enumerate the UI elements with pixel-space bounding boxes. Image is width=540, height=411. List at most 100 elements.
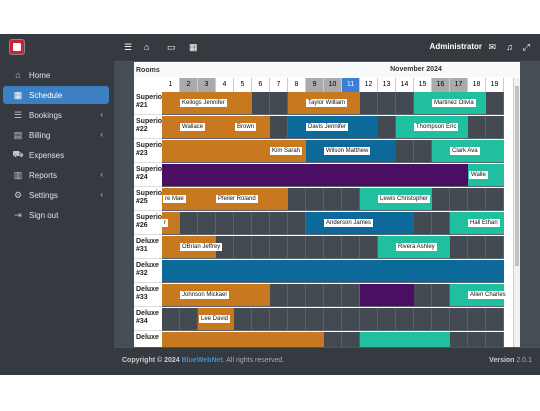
schedule-cell[interactable] bbox=[342, 236, 360, 259]
schedule-cell[interactable] bbox=[450, 308, 468, 331]
schedule-cell[interactable] bbox=[432, 308, 450, 331]
brand-link[interactable]: BlueWebNet bbox=[181, 357, 223, 364]
booking-guest-name[interactable]: Brown bbox=[235, 123, 257, 131]
schedule-cell[interactable] bbox=[432, 212, 450, 235]
schedule-cell[interactable] bbox=[360, 308, 378, 331]
schedule-cell[interactable] bbox=[486, 308, 504, 331]
booking-guest-name[interactable]: Davis Jennifer bbox=[306, 123, 349, 131]
booking-bar[interactable]: Anderson James bbox=[306, 212, 414, 234]
schedule-cell[interactable] bbox=[468, 332, 486, 347]
sidebar-item-schedule[interactable]: ▦ Schedule bbox=[3, 86, 109, 104]
schedule-cell[interactable] bbox=[288, 212, 306, 235]
schedule-cell[interactable] bbox=[324, 308, 342, 331]
booking-bar[interactable]: Martinez Olivia bbox=[414, 92, 486, 114]
bell-icon[interactable]: ♫ bbox=[506, 42, 513, 52]
booking-guest-name[interactable]: Taylor William bbox=[306, 99, 348, 107]
schedule-cell[interactable] bbox=[288, 284, 306, 307]
schedule-cell[interactable] bbox=[396, 308, 414, 331]
sidebar-item-billing[interactable]: ▤ Billing ‹ bbox=[3, 126, 109, 144]
booking-guest-name[interactable]: Kim Sarah bbox=[270, 147, 303, 155]
schedule-cell[interactable] bbox=[270, 116, 288, 139]
booking-bar[interactable]: Hall Ethan bbox=[450, 212, 504, 234]
schedule-cell[interactable] bbox=[180, 308, 198, 331]
schedule-cell[interactable] bbox=[486, 116, 504, 139]
booking-guest-name[interactable]: Rivera Ashley bbox=[396, 243, 437, 251]
schedule-cell[interactable] bbox=[180, 212, 198, 235]
schedule-cell[interactable] bbox=[450, 236, 468, 259]
schedule-cell[interactable] bbox=[360, 236, 378, 259]
booking-guest-name[interactable]: re Mae bbox=[163, 195, 186, 203]
schedule-cell[interactable] bbox=[324, 332, 342, 347]
booking-bar[interactable]: Thompson Eric bbox=[396, 116, 468, 138]
schedule-cell[interactable] bbox=[360, 92, 378, 115]
booking-guest-name[interactable]: Wallace bbox=[180, 123, 206, 131]
schedule-cell[interactable] bbox=[486, 332, 504, 347]
schedule-cell[interactable] bbox=[342, 188, 360, 211]
booking-bar[interactable]: OBrian Jeffrey bbox=[162, 236, 223, 258]
booking-guest-name[interactable]: Lee David bbox=[199, 315, 231, 323]
schedule-cell[interactable] bbox=[270, 308, 288, 331]
vertical-scrollbar[interactable] bbox=[513, 78, 520, 347]
schedule-cell[interactable] bbox=[450, 188, 468, 211]
schedule-cell[interactable] bbox=[270, 92, 288, 115]
schedule-cell[interactable] bbox=[198, 212, 216, 235]
booking-bar[interactable]: Wilson Matthew bbox=[306, 140, 396, 162]
booking-bar[interactable]: r bbox=[162, 212, 180, 234]
schedule-cell[interactable] bbox=[432, 284, 450, 307]
booking-guest-name[interactable]: Walle bbox=[469, 171, 488, 179]
booking-bar[interactable]: Brown bbox=[234, 116, 270, 138]
schedule-cell[interactable] bbox=[414, 308, 432, 331]
calendar-icon[interactable]: ▦ bbox=[189, 42, 198, 52]
sidebar-item-settings[interactable]: ⚙ Settings ‹ bbox=[3, 186, 109, 204]
user-name[interactable]: Administrator bbox=[429, 42, 482, 51]
schedule-cell[interactable] bbox=[216, 212, 234, 235]
schedule-cell[interactable] bbox=[288, 308, 306, 331]
chat-icon[interactable]: ✉ bbox=[488, 42, 496, 52]
booking-guest-name[interactable]: Johnson Mickael bbox=[180, 291, 229, 299]
booking-guest-name[interactable]: Martinez Olivia bbox=[432, 99, 476, 107]
schedule-cell[interactable] bbox=[378, 308, 396, 331]
booking-bar[interactable]: Kim Sarah bbox=[252, 140, 306, 162]
schedule-cell[interactable] bbox=[270, 284, 288, 307]
booking-bar[interactable] bbox=[162, 332, 324, 347]
booking-bar[interactable]: Taylor William bbox=[288, 92, 360, 114]
booking-guest-name[interactable]: Hall Ethan bbox=[468, 219, 500, 227]
schedule-cell[interactable] bbox=[342, 308, 360, 331]
booking-bar[interactable]: Lewis Christopher bbox=[360, 188, 432, 210]
schedule-cell[interactable] bbox=[414, 212, 432, 235]
schedule-cell[interactable] bbox=[378, 116, 396, 139]
sidebar-item-expenses[interactable]: ⛟ Expenses bbox=[3, 146, 109, 164]
schedule-cell[interactable] bbox=[252, 236, 270, 259]
booking-bar[interactable]: Rivera Ashley bbox=[378, 236, 450, 258]
schedule-cell[interactable] bbox=[468, 236, 486, 259]
booking-guest-name[interactable]: Lewis Christopher bbox=[378, 195, 431, 203]
booking-bar[interactable]: Walle bbox=[468, 164, 504, 186]
booking-guest-name[interactable]: Anderson James bbox=[324, 219, 374, 227]
schedule-cell[interactable] bbox=[288, 236, 306, 259]
booking-bar[interactable]: Wallace bbox=[162, 116, 234, 138]
booking-bar[interactable]: Johnson Mickael bbox=[162, 284, 270, 306]
booking-bar[interactable]: Lee David bbox=[198, 308, 234, 330]
booking-guest-name[interactable]: OBrian Jeffrey bbox=[180, 243, 223, 251]
schedule-cell[interactable] bbox=[486, 236, 504, 259]
schedule-cell[interactable] bbox=[468, 308, 486, 331]
schedule-cell[interactable] bbox=[270, 236, 288, 259]
booking-guest-name[interactable]: r bbox=[162, 219, 168, 227]
booking-bar[interactable] bbox=[162, 164, 468, 186]
booking-bar[interactable] bbox=[162, 140, 252, 162]
schedule-cell[interactable] bbox=[468, 116, 486, 139]
sidebar-item-home[interactable]: ⌂ Home bbox=[3, 66, 109, 84]
schedule-cell[interactable] bbox=[432, 188, 450, 211]
schedule-cell[interactable] bbox=[468, 188, 486, 211]
app-logo[interactable] bbox=[9, 39, 25, 55]
schedule-cell[interactable] bbox=[378, 92, 396, 115]
booking-guest-name[interactable]: Thompson Eric bbox=[414, 123, 459, 131]
schedule-cell[interactable] bbox=[342, 284, 360, 307]
schedule-cell[interactable] bbox=[342, 332, 360, 347]
schedule-cell[interactable] bbox=[306, 308, 324, 331]
scrollbar-thumb[interactable] bbox=[515, 86, 519, 266]
sidebar-item-sign-out[interactable]: ⇥ Sign out bbox=[3, 206, 109, 224]
card-icon[interactable]: ▭ bbox=[167, 42, 176, 52]
booking-bar[interactable]: re Mae bbox=[162, 188, 198, 210]
schedule-cell[interactable] bbox=[288, 188, 306, 211]
